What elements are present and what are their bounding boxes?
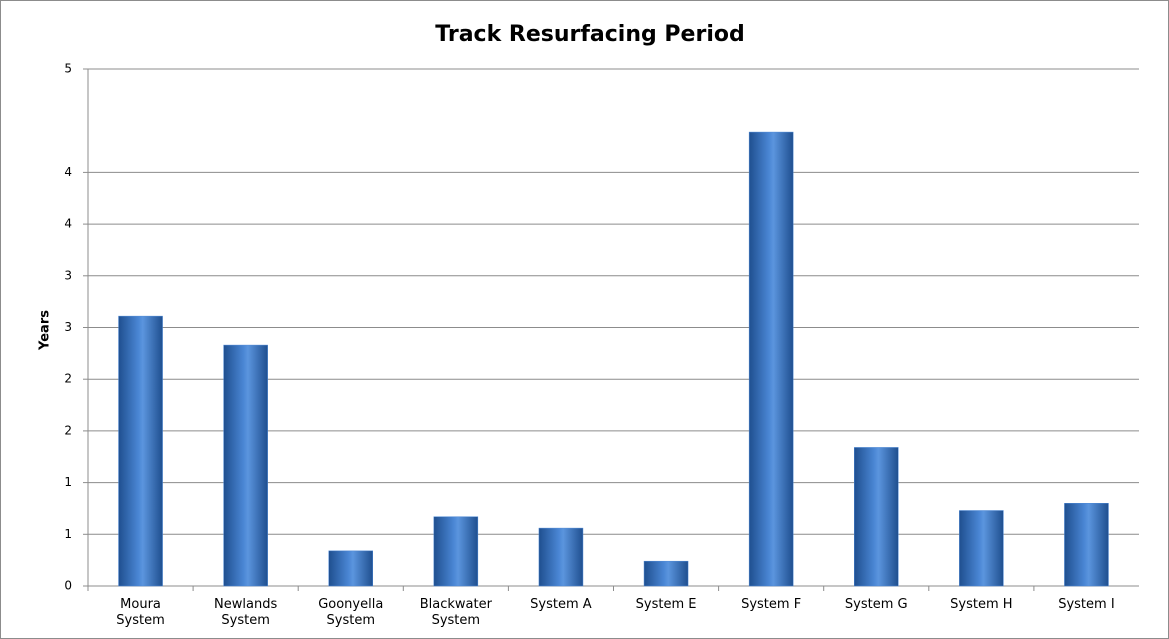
y-tick-label: 1 [64,527,72,541]
x-tick-label: System G [844,597,908,612]
x-tick-label: Newlands System [214,597,278,628]
x-tick-label: System A [530,597,592,612]
bar [538,527,584,587]
y-tick-label: 2 [64,423,72,437]
bar [748,131,794,587]
x-tick-label: Moura System [116,597,165,628]
bar [223,344,268,587]
y-tick-label: 4 [64,217,72,231]
y-axis-label: Years [38,310,53,351]
chart-title: Track Resurfacing Period [435,22,744,47]
x-tick-label: System E [635,597,697,612]
bar [118,315,163,587]
y-tick-label: 2 [64,372,72,386]
y-tick-label: 0 [64,579,72,593]
bar [1064,503,1109,587]
y-tick-label: 3 [64,320,72,334]
bar [643,560,689,587]
bar [433,516,479,587]
x-tick-label: System I [1058,597,1115,612]
y-tick-label: 5 [64,62,72,76]
x-tick-label: Goonyella System [318,597,384,628]
bar [328,550,373,587]
x-tick-label: System F [741,597,802,612]
bar [854,447,899,587]
y-tick-label: 3 [64,268,72,282]
y-tick-label: 1 [64,475,72,489]
bar [959,510,1004,587]
x-tick-label: Blackwater System [419,597,492,628]
y-tick-label: 4 [64,165,72,179]
x-tick-label: System H [950,597,1013,612]
